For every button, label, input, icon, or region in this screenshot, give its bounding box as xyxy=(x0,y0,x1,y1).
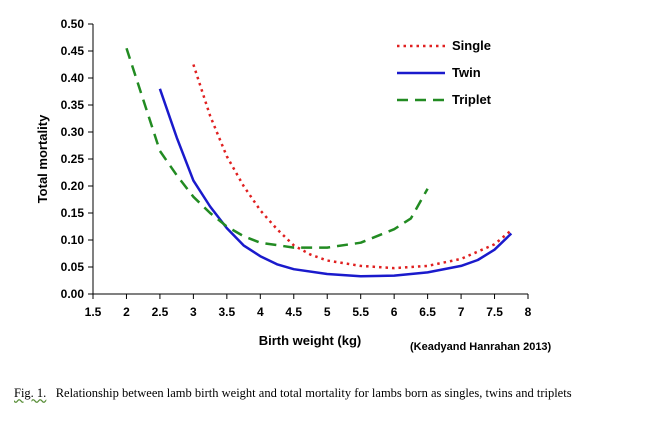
series-layer xyxy=(125,47,513,278)
x-tick-label: 3.5 xyxy=(219,305,236,319)
y-tick-label: 0.35 xyxy=(61,98,85,112)
y-tick-label: 0.50 xyxy=(61,17,85,31)
y-tick-label: 0.10 xyxy=(61,233,85,247)
y-tick-group: 0.00 0.05 0.10 0.15 0.20 0.25 0.30 0.35 0.40 0.45… xyxy=(61,17,93,301)
x-tick-label: 6.5 xyxy=(419,305,436,319)
y-axis-title: Total mortality xyxy=(35,114,50,203)
x-tick-label: 4.5 xyxy=(285,305,302,319)
x-tick-label: 1.5 xyxy=(85,305,102,319)
y-tick-label: 0.40 xyxy=(61,71,85,85)
source-annotation: (Keadyand Hanrahan 2013) xyxy=(410,341,552,353)
series-line-single xyxy=(192,64,513,270)
y-tick-label: 0.30 xyxy=(61,125,85,139)
series-line-twin xyxy=(158,88,513,278)
x-tick-label: 3 xyxy=(190,305,197,319)
figure-caption: Fig. 1. Relationship between lamb birth … xyxy=(14,383,658,403)
x-tick-label: 8 xyxy=(525,305,532,319)
y-tick-label: 0.05 xyxy=(61,260,85,274)
x-tick-label: 7 xyxy=(458,305,465,319)
series-line-triplet xyxy=(125,47,429,249)
chart-legend: Single Twin Triplet xyxy=(397,38,492,107)
x-tick-label: 7.5 xyxy=(486,305,503,319)
x-tick-label: 6 xyxy=(391,305,398,319)
y-tick-label: 0.25 xyxy=(61,152,85,166)
legend-label-single: Single xyxy=(452,38,491,53)
y-tick-label: 0.15 xyxy=(61,206,85,220)
x-axis-title: Birth weight (kg) xyxy=(259,333,362,348)
x-tick-label: 5.5 xyxy=(352,305,369,319)
x-tick-label: 2.5 xyxy=(152,305,169,319)
x-tick-label: 2 xyxy=(123,305,130,319)
legend-label-triplet: Triplet xyxy=(452,92,492,107)
y-tick-label: 0.45 xyxy=(61,44,85,58)
x-tick-group: 1.5 2 2.5 3 3.5 4 4.5 5 5.5 6 6.5 7 7.5 8 xyxy=(85,294,532,319)
caption-text: Relationship between lamb birth weight a… xyxy=(55,386,572,400)
y-tick-label: 0.20 xyxy=(61,179,85,193)
x-tick-label: 5 xyxy=(324,305,331,319)
y-tick-label: 0.00 xyxy=(61,287,85,301)
x-tick-label: 4 xyxy=(257,305,264,319)
mortality-chart: 1.5 2 2.5 3 3.5 4 4.5 5 5.5 6 6.5 7 7.5 8 0.00 0.05 0.1… xyxy=(35,17,552,353)
figure-label: Fig. 1. xyxy=(14,386,47,400)
legend-label-twin: Twin xyxy=(452,65,481,80)
